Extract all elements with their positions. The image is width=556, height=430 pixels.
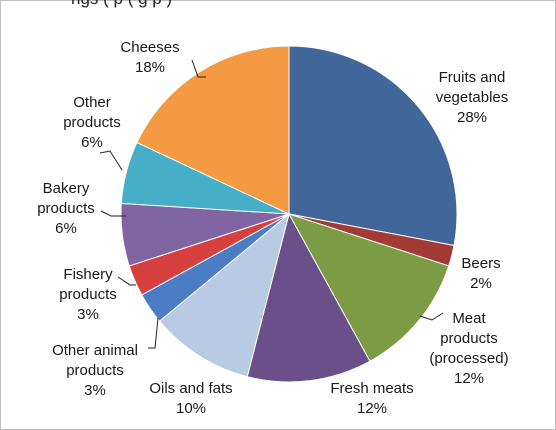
label-line: 6% [81, 134, 103, 151]
label-line: 3% [84, 382, 106, 399]
label-line: Bakery [43, 180, 90, 197]
label-line: 2% [470, 275, 492, 292]
leader-line-other-products [99, 150, 123, 171]
label-line: Oils and fats [149, 380, 232, 397]
label-line: Meat [452, 310, 486, 327]
label-line: products [37, 200, 95, 217]
label-other-animal-products: Other animal products 3% [52, 342, 138, 399]
label-line: 12% [357, 400, 387, 417]
label-beers: Beers 2% [461, 255, 500, 292]
label-line: vegetables [436, 89, 509, 106]
label-line: 10% [176, 400, 206, 417]
label-fresh-meats: Fresh meats 12% [330, 380, 413, 417]
label-meat-products-processed: Meat products (processed) 12% [429, 310, 508, 387]
pie-slice-oils-and-fats [158, 212, 290, 378]
label-line: Cheeses [120, 39, 179, 56]
label-line: products [59, 286, 117, 303]
pie-slice-cheeses [136, 45, 290, 215]
label-line: products [440, 330, 498, 347]
cropped-heading-text: ngs ( p ( g p ) [71, 0, 172, 9]
label-fishery-products: Fishery products 3% [59, 266, 117, 323]
pie-slice-fruits-and-vegetables [288, 45, 458, 247]
label-line: products [63, 114, 121, 131]
label-line: (processed) [429, 350, 508, 367]
leader-line-other-animal-products [148, 317, 159, 349]
label-line: Fishery [63, 266, 113, 283]
label-line: Fruits and [439, 69, 506, 86]
label-line: 3% [77, 306, 99, 323]
leader-lines [99, 59, 444, 349]
label-other-products: Other products 6% [63, 94, 121, 151]
slice-labels: Fruits and vegetables 28% Beers 2% Meat produc… [37, 39, 508, 417]
leader-line-fishery-products [117, 276, 136, 286]
leader-line-cheeses [191, 59, 206, 78]
label-line: products [66, 362, 124, 379]
pie-slices [120, 45, 458, 383]
label-bakery-products: Bakery products 6% [37, 180, 95, 237]
label-line: 28% [457, 109, 487, 126]
label-line: 12% [454, 370, 484, 387]
leader-line-meat-products-processed [419, 312, 444, 321]
label-line: Other animal [52, 342, 138, 359]
label-line: 18% [135, 59, 165, 76]
pie-slice-meat-products-processed [287, 213, 450, 362]
label-line: Beers [461, 255, 500, 272]
label-line: Fresh meats [330, 380, 413, 397]
label-fruits-and-vegetables: Fruits and vegetables 28% [436, 69, 509, 126]
label-oils-and-fats: Oils and fats 10% [149, 380, 232, 417]
pie-slice-fresh-meats [246, 212, 371, 383]
label-line: Other [73, 94, 111, 111]
label-cheeses: Cheeses 18% [120, 39, 179, 76]
leader-line-bakery-products [100, 210, 126, 217]
label-line: 6% [55, 220, 77, 237]
